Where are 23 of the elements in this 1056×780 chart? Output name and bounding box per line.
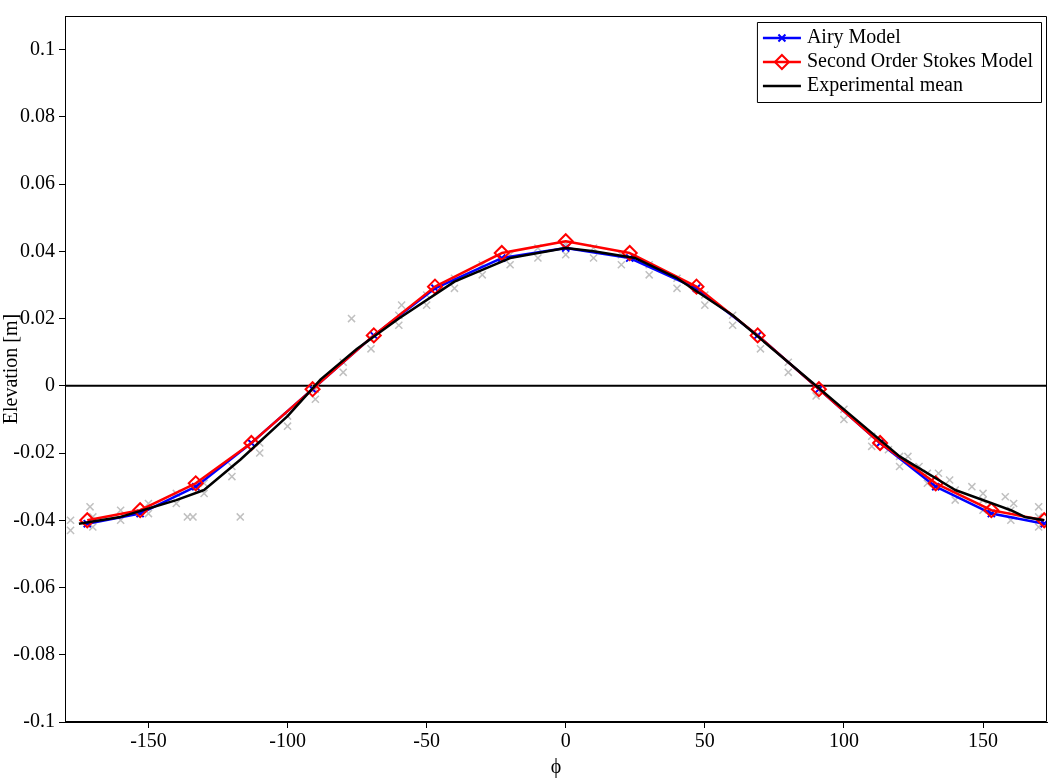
x-tick-label: 100: [828, 729, 859, 752]
x-tick-label: -100: [269, 729, 306, 752]
x-tick-label: 150: [968, 729, 999, 752]
y-tick-label: -0.02: [13, 440, 55, 463]
y-tick-label: 0.08: [20, 104, 55, 127]
y-tick-label: -0.1: [23, 709, 55, 732]
x-tick-label: 50: [694, 729, 715, 752]
y-tick-label: 0: [45, 373, 55, 396]
legend-label: Airy Model: [806, 25, 902, 49]
x-axis-title: ϕ: [550, 755, 562, 779]
y-tick-label: -0.04: [13, 507, 55, 530]
y-tick-label: 0.02: [20, 305, 55, 328]
legend-label: Experimental mean: [806, 73, 963, 97]
x-tick-label: -50: [413, 729, 440, 752]
y-tick-label: -0.08: [13, 642, 55, 665]
y-tick-label: -0.06: [13, 574, 55, 597]
y-axis-title: Elevation [m]: [0, 313, 22, 425]
y-tick-label: 0.06: [20, 171, 55, 194]
x-tick-label: 0: [560, 729, 571, 752]
legend-label: Second Order Stokes Model: [806, 49, 1034, 72]
y-tick-label: 0.04: [20, 238, 55, 261]
x-tick-label: -150: [130, 729, 167, 752]
y-tick-label: 0.1: [30, 36, 55, 59]
